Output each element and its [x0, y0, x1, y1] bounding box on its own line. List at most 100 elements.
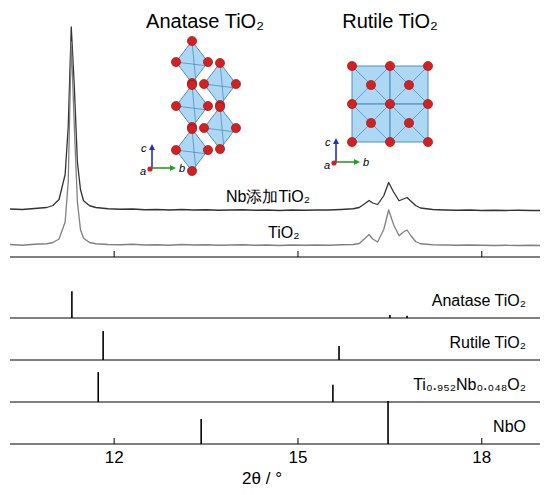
crystal-structure: Rutile TiO₂ a b c — [324, 10, 438, 171]
octahedron — [390, 104, 428, 142]
x-tick — [297, 438, 298, 444]
oxygen-atom — [171, 101, 180, 110]
axis-letter: a — [324, 159, 330, 171]
octahedron-edge — [352, 66, 390, 104]
octahedron — [390, 66, 428, 104]
oxygen-atom — [187, 124, 196, 133]
axis-letter: c — [325, 136, 331, 148]
reference-label: Ti₀.₉₅₂Nb₀.₀₄₈O₂ — [413, 376, 526, 393]
octahedron-edge — [390, 104, 428, 142]
oxygen-atom — [215, 144, 224, 153]
octahedron — [352, 104, 390, 142]
x-tick — [114, 251, 115, 257]
arrow-head — [149, 144, 155, 150]
axis-letter: b — [363, 156, 369, 168]
axis-dot — [331, 160, 336, 165]
x-tick — [114, 438, 115, 444]
octahedron-edge — [352, 104, 390, 142]
reference-peak — [102, 331, 104, 360]
reference-label: Rutile TiO₂ — [450, 334, 526, 351]
panel-baseline — [10, 402, 540, 403]
oxygen-atom — [423, 137, 432, 146]
reference-group — [72, 291, 407, 444]
oxygen-atom — [385, 61, 394, 70]
oxygen-atom — [347, 61, 356, 70]
oxygen-atom — [423, 99, 432, 108]
axis-letter: b — [179, 162, 185, 174]
reference-peak — [387, 401, 389, 444]
oxygen-atom — [385, 137, 394, 146]
structure-label: Rutile TiO₂ — [342, 10, 438, 32]
x-tick — [297, 251, 298, 257]
x-axis-line — [10, 257, 540, 258]
oxygen-atom — [347, 137, 356, 146]
structure-label: Anatase TiO₂ — [146, 10, 264, 32]
octahedron-edge — [220, 107, 224, 149]
oxygen-atom — [404, 118, 413, 127]
octahedron-edge — [192, 85, 196, 127]
panel-baseline — [10, 318, 540, 319]
reference-peak — [97, 372, 99, 402]
x-tick — [481, 438, 482, 444]
octahedron-edge — [220, 63, 224, 105]
series-label: TiO₂ — [268, 224, 299, 241]
pattern-group — [10, 27, 540, 246]
oxygen-atom — [171, 145, 180, 154]
axis-arrow — [335, 142, 337, 162]
oxygen-atom — [366, 118, 375, 127]
reference-label: NbO — [493, 418, 526, 435]
oxygen-atom — [171, 57, 180, 66]
oxygen-atom — [385, 99, 394, 108]
axis-letter: a — [140, 165, 146, 177]
oxygen-atom — [199, 123, 208, 132]
reference-peak — [200, 419, 202, 444]
oxygen-atom — [203, 57, 212, 66]
oxygen-atom — [215, 58, 224, 67]
octahedron-edge — [390, 66, 428, 104]
reference-peak — [338, 346, 340, 360]
arrow-head — [170, 165, 176, 171]
oxygen-atom — [404, 80, 413, 89]
axis-arrow — [336, 161, 356, 163]
reference-peak — [71, 291, 73, 318]
octahedron-edge — [192, 129, 196, 171]
arrow-head — [333, 138, 339, 144]
oxygen-atom — [366, 80, 375, 89]
panel-baseline — [10, 360, 540, 361]
x-tick-label: 15 — [289, 448, 308, 467]
x-tick-label: 18 — [472, 448, 491, 467]
reference-peak — [332, 385, 334, 402]
octahedron-edge — [352, 66, 390, 104]
oxygen-atom — [347, 99, 356, 108]
oxygen-atom — [187, 80, 196, 89]
axis-letter: c — [141, 142, 147, 154]
xrd-pattern — [10, 27, 540, 211]
oxygen-atom — [187, 166, 196, 175]
oxygen-atom — [231, 123, 240, 132]
x-axis-line — [10, 444, 540, 445]
axis-arrow — [152, 167, 172, 169]
series-label: Nb添加TiO₂ — [226, 188, 310, 205]
oxygen-atom — [199, 79, 208, 88]
x-tick — [481, 251, 482, 257]
octahedron-edge — [192, 41, 196, 83]
x-axis-title: 2θ / ° — [242, 469, 282, 488]
oxygen-atom — [215, 102, 224, 111]
xrd-pattern — [10, 42, 540, 246]
oxygen-atom — [203, 101, 212, 110]
octahedron-edge — [352, 104, 390, 142]
octahedron-edge — [390, 104, 428, 142]
axis-arrow — [151, 148, 153, 168]
arrow-head — [354, 159, 360, 165]
oxygen-atom — [423, 61, 432, 70]
x-tick-label: 12 — [105, 448, 124, 467]
axis-dot — [147, 166, 152, 171]
crystal-structure: Anatase TiO₂ a b c — [140, 10, 264, 177]
oxygen-atom — [203, 145, 212, 154]
reference-label: Anatase TiO₂ — [432, 292, 526, 309]
oxygen-atom — [187, 36, 196, 45]
oxygen-atom — [231, 79, 240, 88]
chart: Anatase TiO₂ a b c Rutile TiO₂ a b c Nb添加TiO₂ TiO… — [0, 0, 544, 495]
octahedron-edge — [390, 66, 428, 104]
octahedron — [352, 66, 390, 104]
